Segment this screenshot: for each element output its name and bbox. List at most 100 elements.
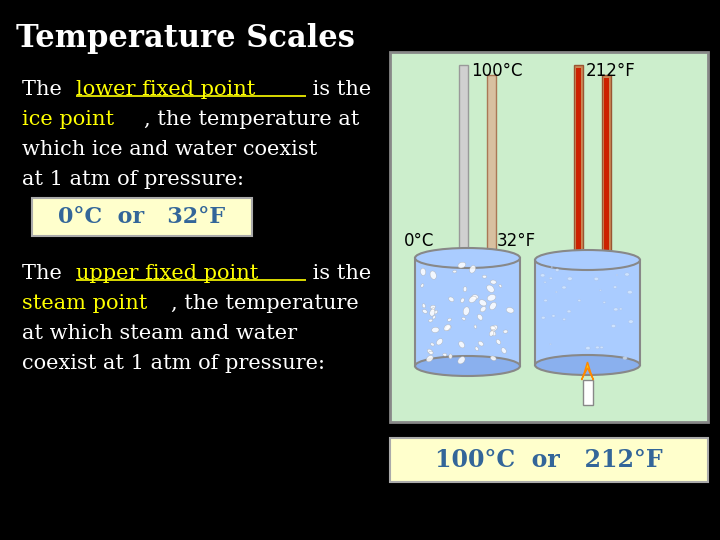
FancyBboxPatch shape	[32, 198, 252, 236]
Ellipse shape	[449, 297, 454, 302]
Text: 32°F: 32°F	[497, 232, 536, 250]
Ellipse shape	[429, 351, 433, 354]
Text: is the: is the	[307, 264, 372, 283]
Ellipse shape	[535, 250, 640, 270]
Ellipse shape	[420, 268, 426, 275]
Text: The: The	[22, 80, 68, 99]
Ellipse shape	[479, 300, 487, 306]
Ellipse shape	[458, 262, 466, 268]
Ellipse shape	[469, 296, 476, 302]
Ellipse shape	[462, 318, 466, 320]
Ellipse shape	[611, 325, 616, 328]
Ellipse shape	[459, 341, 464, 348]
Ellipse shape	[549, 343, 552, 345]
Ellipse shape	[506, 307, 514, 313]
Ellipse shape	[415, 248, 520, 268]
Ellipse shape	[501, 348, 506, 353]
Text: 100°C  or   212°F: 100°C or 212°F	[435, 448, 663, 472]
Ellipse shape	[475, 347, 478, 350]
Ellipse shape	[428, 349, 433, 354]
Bar	[487, 75, 495, 305]
Ellipse shape	[555, 292, 557, 293]
Ellipse shape	[594, 278, 598, 280]
Ellipse shape	[472, 295, 478, 299]
Ellipse shape	[423, 309, 427, 313]
Ellipse shape	[496, 340, 500, 345]
Ellipse shape	[595, 346, 599, 349]
Ellipse shape	[448, 318, 451, 321]
Ellipse shape	[487, 294, 496, 301]
Ellipse shape	[629, 320, 634, 323]
Ellipse shape	[544, 281, 546, 283]
Text: The: The	[22, 264, 68, 283]
Ellipse shape	[541, 316, 545, 319]
Bar	[488, 268, 493, 305]
Ellipse shape	[430, 309, 435, 316]
Text: upper fixed point: upper fixed point	[76, 264, 258, 283]
Ellipse shape	[623, 356, 627, 360]
Ellipse shape	[596, 302, 616, 326]
Text: 0°C: 0°C	[404, 232, 434, 250]
Bar	[459, 65, 467, 305]
Ellipse shape	[490, 356, 496, 361]
Ellipse shape	[490, 280, 496, 284]
Ellipse shape	[469, 266, 476, 273]
Text: at which steam and water: at which steam and water	[22, 324, 297, 343]
Ellipse shape	[625, 273, 629, 276]
Polygon shape	[582, 362, 593, 380]
Ellipse shape	[563, 318, 566, 320]
Ellipse shape	[463, 287, 467, 292]
Ellipse shape	[482, 275, 487, 278]
Text: which ice and water coexist: which ice and water coexist	[22, 140, 318, 159]
Ellipse shape	[549, 278, 552, 279]
Ellipse shape	[490, 302, 496, 310]
Ellipse shape	[567, 277, 572, 280]
Ellipse shape	[490, 326, 495, 330]
Ellipse shape	[619, 308, 622, 310]
Ellipse shape	[446, 325, 451, 330]
Text: 212°F: 212°F	[586, 62, 636, 80]
Ellipse shape	[578, 300, 581, 302]
Ellipse shape	[420, 284, 424, 287]
Text: , the temperature: , the temperature	[171, 294, 359, 313]
Ellipse shape	[603, 301, 606, 303]
Bar	[390, 52, 708, 422]
Ellipse shape	[434, 310, 438, 314]
Ellipse shape	[480, 307, 486, 312]
Ellipse shape	[491, 325, 498, 331]
Bar	[601, 75, 611, 305]
Ellipse shape	[613, 286, 617, 288]
Text: , the temperature at: , the temperature at	[144, 110, 359, 129]
Ellipse shape	[426, 355, 433, 362]
Ellipse shape	[535, 355, 640, 375]
Ellipse shape	[431, 305, 436, 309]
Ellipse shape	[433, 315, 436, 319]
Ellipse shape	[477, 314, 482, 320]
Ellipse shape	[458, 356, 465, 364]
Ellipse shape	[600, 289, 601, 291]
Ellipse shape	[453, 271, 456, 273]
Ellipse shape	[568, 302, 588, 326]
Text: ice point: ice point	[22, 110, 114, 129]
Ellipse shape	[562, 286, 566, 289]
Ellipse shape	[555, 269, 559, 271]
Bar	[574, 65, 582, 305]
Ellipse shape	[481, 302, 501, 326]
Ellipse shape	[616, 274, 618, 275]
Ellipse shape	[463, 307, 469, 315]
Ellipse shape	[499, 285, 502, 287]
Bar	[415, 258, 520, 366]
Ellipse shape	[544, 299, 547, 302]
Ellipse shape	[474, 325, 477, 328]
Text: Temperature Scales: Temperature Scales	[16, 23, 354, 53]
Text: 100°C: 100°C	[471, 62, 523, 80]
Ellipse shape	[478, 341, 483, 346]
Ellipse shape	[461, 298, 464, 302]
Bar	[575, 68, 580, 305]
Ellipse shape	[567, 310, 571, 313]
FancyBboxPatch shape	[390, 438, 708, 482]
Text: steam point: steam point	[22, 294, 148, 313]
Ellipse shape	[443, 353, 447, 356]
Bar	[535, 260, 640, 365]
Ellipse shape	[551, 266, 552, 268]
